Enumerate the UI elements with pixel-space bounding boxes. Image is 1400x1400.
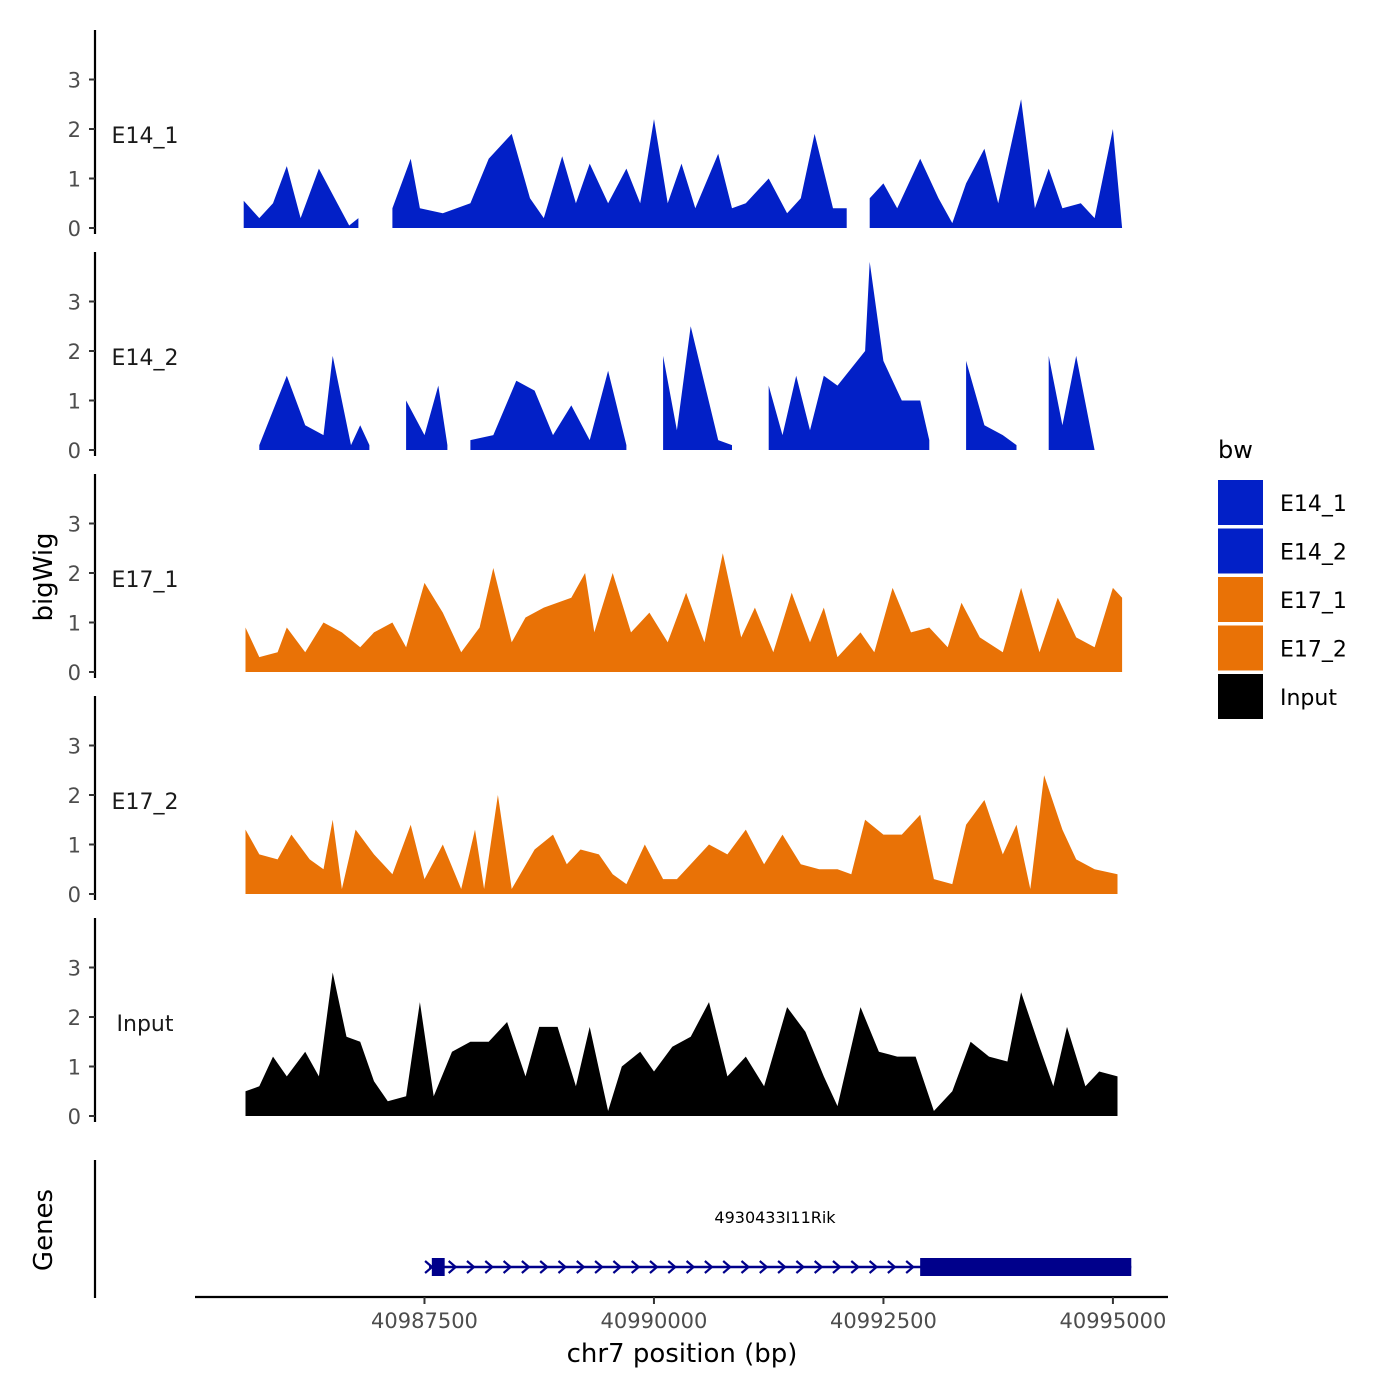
gene-track: 4930433I11Rik bbox=[93, 1160, 1132, 1298]
gene-exon bbox=[920, 1258, 1132, 1276]
coverage-area-E14_2 bbox=[663, 326, 732, 450]
y-tick-label: 3 bbox=[68, 513, 81, 537]
strand-chevron bbox=[759, 1260, 769, 1274]
genes-axis-title: Genes bbox=[29, 1189, 59, 1271]
y-tick-label: 1 bbox=[68, 834, 81, 858]
track-E17_1: 0 1 2 3 E17_1 bbox=[68, 474, 1123, 685]
y-tick-label: 1 bbox=[68, 390, 81, 414]
y-axis-title: bigWig bbox=[29, 532, 59, 621]
strand-chevron bbox=[887, 1260, 897, 1274]
strand-chevron bbox=[484, 1260, 494, 1274]
y-tick-label: 3 bbox=[68, 957, 81, 981]
gene-4930433I11Rik: 4930433I11Rik bbox=[424, 1208, 1132, 1276]
strand-chevron bbox=[850, 1260, 860, 1274]
coverage-area-E14_1 bbox=[392, 119, 847, 228]
y-tick-label: 0 bbox=[68, 883, 81, 907]
strand-chevron bbox=[777, 1260, 787, 1274]
strand-chevron bbox=[905, 1260, 915, 1274]
y-tick-label: 3 bbox=[68, 735, 81, 759]
y-tick-label: 2 bbox=[68, 562, 81, 586]
strand-chevron bbox=[502, 1260, 513, 1274]
coverage-tracks: 0 1 2 3 E14_1 0 1 2 3 E14_2 0 1 2 3 E17_1 0 1 2 3 E17_2 0 1 2 3… bbox=[68, 30, 1123, 1129]
gene-name-label: 4930433I11Rik bbox=[714, 1208, 836, 1227]
y-tick-label: 2 bbox=[68, 340, 81, 364]
legend-label: E14_2 bbox=[1280, 541, 1347, 566]
gene-exon bbox=[431, 1258, 445, 1276]
strand-chevron bbox=[424, 1260, 434, 1274]
strand-chevron bbox=[649, 1260, 659, 1274]
y-tick-label: 2 bbox=[68, 118, 81, 142]
strand-chevron bbox=[521, 1260, 531, 1274]
x-tick-label: 40992500 bbox=[830, 1309, 937, 1333]
track-E17_2: 0 1 2 3 E17_2 bbox=[68, 696, 1118, 907]
coverage-area-E14_2 bbox=[406, 385, 448, 450]
y-tick-label: 0 bbox=[68, 1105, 81, 1129]
legend-label: E14_1 bbox=[1280, 492, 1347, 517]
x-axis-title: chr7 position (bp) bbox=[567, 1339, 798, 1369]
strand-chevron bbox=[667, 1260, 677, 1274]
coverage-area-E17_1 bbox=[245, 553, 1123, 672]
strand-chevron bbox=[722, 1260, 732, 1274]
strand-chevron bbox=[466, 1260, 476, 1274]
legend: bw E14_1 E14_2 E17_1 E17_2 Input bbox=[1218, 436, 1347, 719]
x-tick-label: 40987500 bbox=[371, 1309, 478, 1333]
strand-chevron bbox=[594, 1260, 604, 1274]
track-Input: 0 1 2 3 Input bbox=[68, 918, 1118, 1129]
coverage-area-E14_1 bbox=[243, 166, 359, 228]
y-tick-label: 1 bbox=[68, 1056, 81, 1080]
y-tick-label: 0 bbox=[68, 661, 81, 685]
coverage-area-E14_2 bbox=[966, 360, 1017, 450]
track-E14_1: 0 1 2 3 E14_1 bbox=[68, 30, 1123, 241]
coverage-area-E14_2 bbox=[768, 261, 930, 450]
legend-swatch-E14_2 bbox=[1218, 528, 1263, 574]
strand-chevron bbox=[685, 1260, 696, 1274]
strand-chevron bbox=[868, 1260, 879, 1274]
track-label: E14_1 bbox=[112, 124, 179, 149]
coverage-area-E14_2 bbox=[1048, 355, 1095, 450]
coverage-area-E17_2 bbox=[245, 775, 1118, 894]
y-tick-label: 3 bbox=[68, 291, 81, 315]
legend-label: Input bbox=[1280, 686, 1337, 711]
x-axis: 40987500 40990000 40992500 40995000 bbox=[195, 1295, 1168, 1333]
y-tick-label: 0 bbox=[68, 217, 81, 241]
legend-swatch-E17_1 bbox=[1218, 577, 1263, 622]
y-tick-label: 1 bbox=[68, 612, 81, 636]
coverage-area-E14_2 bbox=[470, 370, 627, 450]
y-tick-label: 2 bbox=[68, 784, 81, 808]
coverage-area-Input bbox=[245, 972, 1118, 1116]
legend-label: E17_1 bbox=[1280, 589, 1347, 614]
legend-label: E17_2 bbox=[1280, 638, 1347, 663]
legend-swatch-E14_1 bbox=[1218, 480, 1263, 525]
strand-chevron bbox=[832, 1260, 842, 1274]
strand-chevron bbox=[576, 1260, 586, 1274]
track-label: Input bbox=[117, 1012, 174, 1037]
strand-chevron bbox=[557, 1260, 568, 1274]
track-label: E17_1 bbox=[112, 568, 179, 593]
y-tick-label: 2 bbox=[68, 1006, 81, 1030]
legend-swatch-Input bbox=[1218, 674, 1263, 719]
coverage-area-E14_2 bbox=[259, 355, 370, 450]
legend-swatch-E17_2 bbox=[1218, 625, 1263, 671]
strand-chevron bbox=[813, 1260, 824, 1274]
track-E14_2: 0 1 2 3 E14_2 bbox=[68, 252, 1095, 463]
y-tick-label: 1 bbox=[68, 168, 81, 192]
x-tick-label: 40995000 bbox=[1059, 1309, 1166, 1333]
strand-chevron bbox=[539, 1260, 549, 1274]
track-label: E14_2 bbox=[112, 346, 179, 371]
strand-chevron bbox=[612, 1260, 623, 1274]
track-label: E17_2 bbox=[112, 790, 179, 815]
strand-chevron bbox=[704, 1260, 714, 1274]
y-tick-label: 3 bbox=[68, 69, 81, 93]
legend-title: bw bbox=[1218, 436, 1253, 464]
y-tick-label: 0 bbox=[68, 439, 81, 463]
x-tick-label: 40990000 bbox=[601, 1309, 708, 1333]
strand-chevron bbox=[795, 1260, 806, 1274]
coverage-area-E14_1 bbox=[869, 99, 1123, 228]
strand-chevron bbox=[740, 1260, 751, 1274]
strand-chevron bbox=[447, 1260, 458, 1274]
strand-chevron bbox=[630, 1260, 641, 1274]
